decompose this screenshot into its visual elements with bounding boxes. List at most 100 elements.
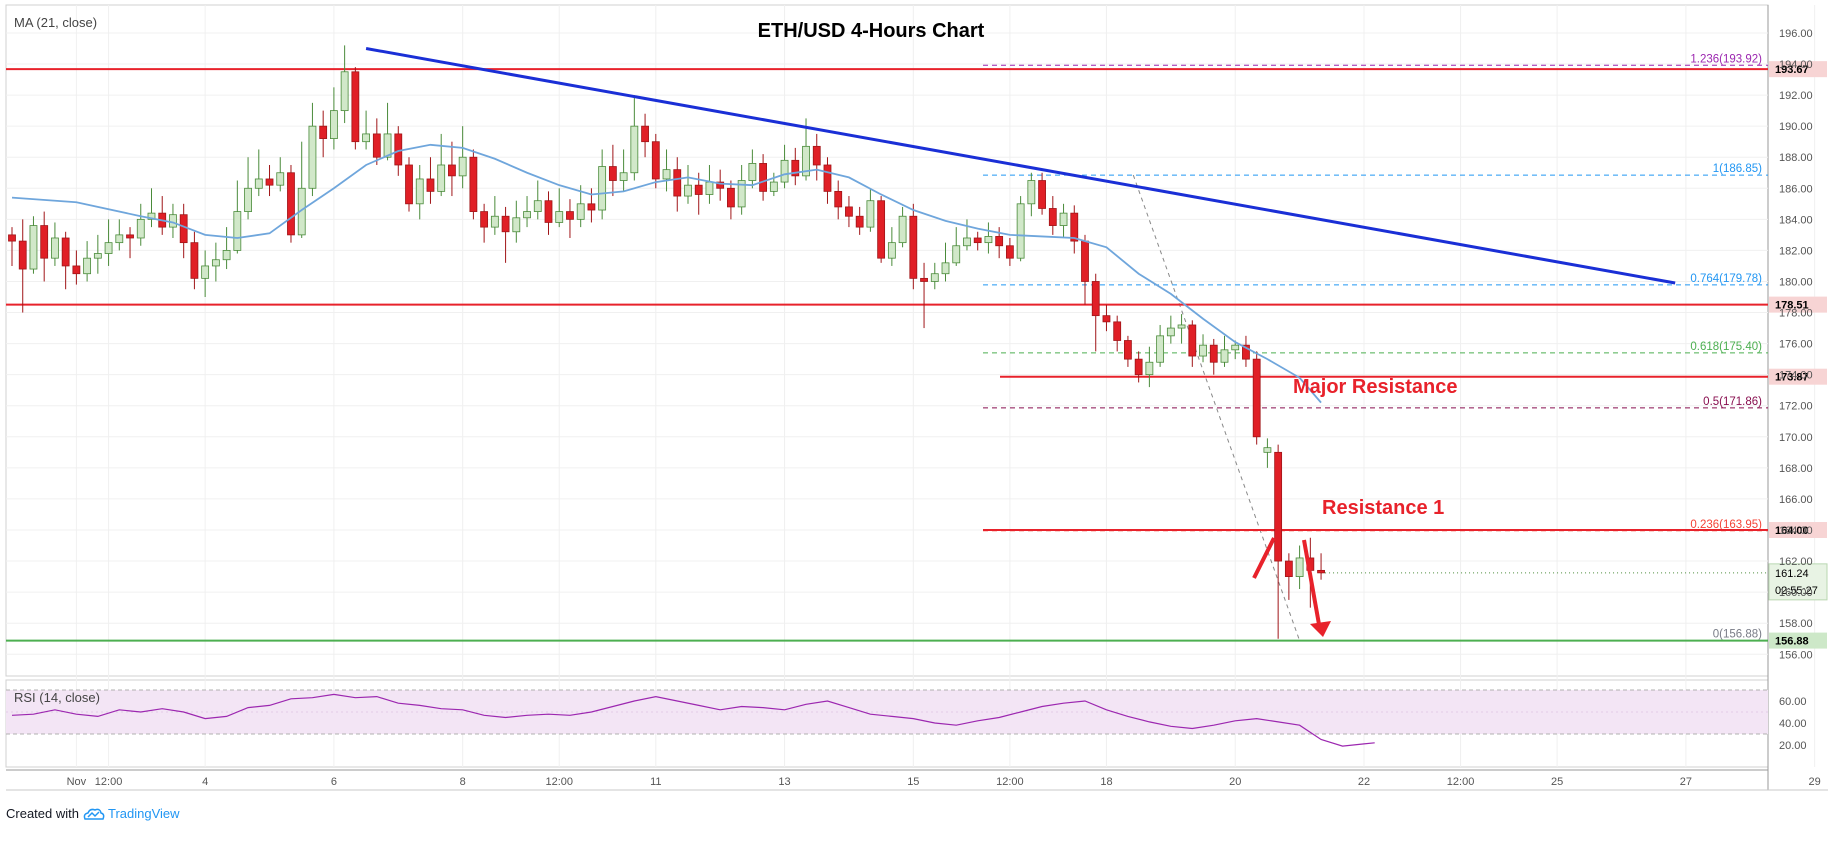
time-tick-label: 13	[778, 776, 790, 788]
candle-body	[1242, 344, 1250, 360]
candle-body	[1027, 180, 1036, 205]
candle-body	[1091, 281, 1100, 317]
price-tick-label: 160.00	[1779, 587, 1813, 599]
fib-level-label: 1.236(193.92)	[1690, 53, 1762, 65]
candle-body	[898, 215, 907, 244]
candle-body	[544, 200, 553, 223]
candle-body	[1295, 557, 1304, 577]
candle-body	[1016, 203, 1025, 259]
price-axis: 196.00 194.00 192.00 190.00 188.00 186.00 184.…	[1779, 28, 1813, 752]
footer-created-with: Created with	[6, 806, 79, 821]
fib-level-label: 0(156.88)	[1713, 629, 1762, 641]
fib-diagonal	[1132, 174, 1301, 641]
fib-level-label: 0.764(179.78)	[1690, 273, 1762, 285]
candle-body	[608, 166, 617, 181]
candle-body	[72, 265, 81, 275]
candle-body	[941, 262, 950, 275]
candle-body	[362, 133, 370, 143]
time-tick-label: 8	[460, 776, 466, 788]
candle-body	[823, 164, 832, 192]
candle-body	[877, 200, 886, 259]
candle-body	[641, 125, 649, 143]
time-tick-label: 25	[1551, 776, 1563, 788]
candle-body	[93, 253, 102, 259]
candle-body	[587, 203, 596, 211]
countdown-label: 02:55:27	[1775, 585, 1818, 597]
price-pane-frame	[5, 4, 1769, 677]
candle-body	[1113, 321, 1122, 341]
major-resistance-label: Major Resistance	[1293, 376, 1458, 398]
candle-body	[845, 206, 853, 217]
grid	[5, 4, 1828, 791]
candle-body	[533, 200, 542, 212]
candle-body	[673, 169, 682, 197]
fib-level-label: 0.5(171.86)	[1703, 396, 1762, 408]
candle-body	[1059, 212, 1068, 226]
candle-body	[651, 141, 660, 180]
candle-body	[426, 178, 435, 192]
fibonacci-levels: 1.236(193.92) 1(186.85) 0.764(179.78) 0.618…	[983, 53, 1768, 642]
candle-body	[566, 211, 574, 220]
trendline-line	[365, 47, 1676, 285]
candle-body	[222, 250, 231, 261]
rsi-tick-label: 60.00	[1779, 696, 1807, 708]
candle-body	[1274, 451, 1283, 562]
price-tag-bg	[1769, 632, 1827, 649]
candle-body	[1188, 324, 1197, 357]
candle-body	[1252, 358, 1261, 438]
forecast-down-stroke	[1302, 539, 1322, 631]
candle-body	[1231, 344, 1240, 351]
ma-legend: MA (21, close)	[14, 15, 97, 30]
time-tick-label: 29	[1809, 776, 1821, 788]
price-tag-bg	[1769, 521, 1827, 538]
candle-body	[759, 163, 767, 192]
price-tick-label: 172.00	[1779, 401, 1813, 413]
tradingview-link[interactable]: TradingView	[83, 806, 180, 821]
fib-level-label: 0.618(175.40)	[1690, 341, 1762, 353]
candle-body	[523, 211, 531, 219]
price-tag-label: 156.88	[1775, 636, 1809, 648]
candle-body	[1005, 245, 1014, 259]
candle-body	[233, 211, 242, 251]
candle-body	[705, 181, 714, 195]
candle-body	[1317, 569, 1325, 574]
price-tick-label: 168.00	[1779, 463, 1813, 475]
candle-body	[501, 215, 510, 233]
candle-body	[1177, 324, 1186, 329]
resistance-1-label: Resistance 1	[1322, 497, 1444, 519]
candle-body	[995, 236, 1004, 247]
time-tick-label: 12:00	[1447, 776, 1475, 788]
ma-line	[11, 143, 1322, 404]
candle-body	[952, 245, 961, 264]
candle-body	[662, 169, 671, 180]
candle-body	[866, 200, 875, 228]
candle-body	[211, 259, 220, 267]
rsi-line	[11, 693, 1375, 747]
candle-body	[126, 234, 134, 239]
candle-body	[855, 215, 864, 228]
price-tick-label: 156.00	[1779, 649, 1813, 661]
candle-body	[469, 156, 478, 212]
candle-body	[254, 178, 263, 189]
rsi-legend: RSI (14, close)	[14, 690, 100, 705]
price-tick-label: 180.00	[1779, 276, 1813, 288]
time-tick-label: 12:00	[95, 776, 123, 788]
candle-body	[1102, 315, 1111, 323]
candle-body	[394, 133, 403, 166]
candle-body	[1220, 349, 1229, 363]
time-tick-label: 22	[1358, 776, 1370, 788]
price-tag-bg	[1769, 296, 1827, 313]
horizontal-lines: 193.67 178.51 173.87 164.00 156.88 161.24 02:5…	[6, 61, 1828, 649]
candle-body	[834, 190, 843, 208]
candle-body	[169, 214, 177, 228]
candle-body	[179, 214, 188, 244]
rsi-tick-label: 40.00	[1779, 718, 1807, 730]
candle-body	[630, 125, 639, 174]
candle-body	[490, 215, 499, 228]
chart-title: ETH/USD 4-Hours Chart	[758, 20, 985, 42]
tradingview-brand: TradingView	[107, 806, 180, 821]
candle-body	[963, 237, 971, 247]
candle-body	[276, 172, 285, 186]
price-tag-bg	[1769, 61, 1827, 78]
